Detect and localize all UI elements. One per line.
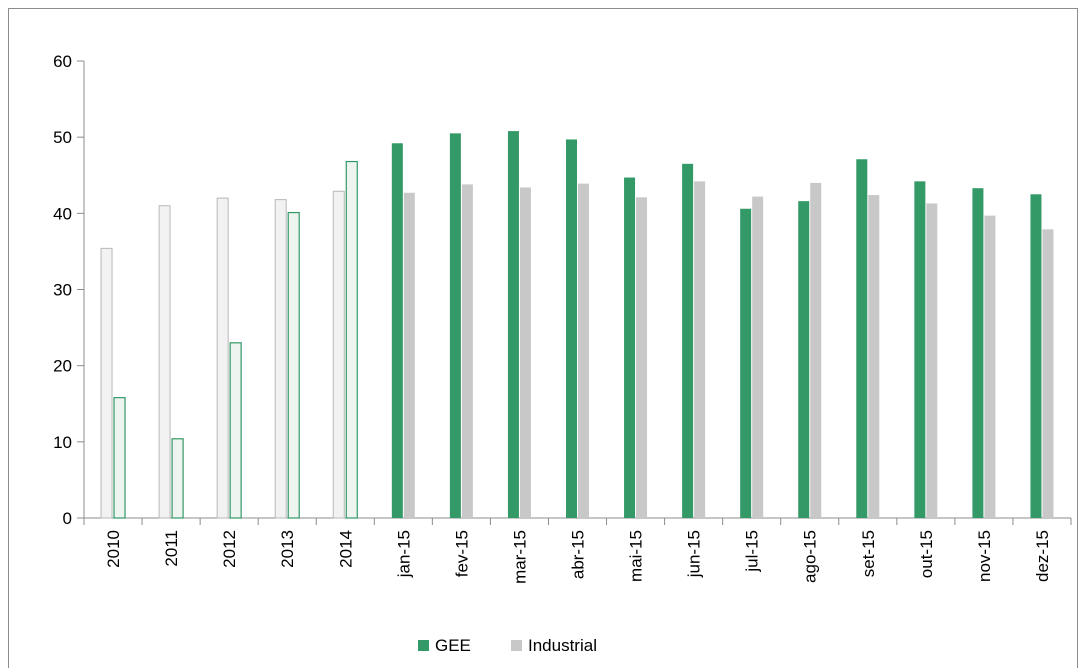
bar-gee xyxy=(345,160,358,519)
legend-swatch-gee xyxy=(418,640,429,651)
bar-industrial xyxy=(752,196,764,518)
x-tick-label: abr-15 xyxy=(569,530,588,579)
x-axis: 2010 2011 2012 2013 2014 jan-15 fev-15 mar-15 ab… xyxy=(83,517,1072,584)
bar-industrial xyxy=(332,190,345,519)
bar-gee xyxy=(507,131,519,518)
x-tick-label: 2011 xyxy=(162,530,181,567)
bar-gee xyxy=(798,201,810,518)
bar-gee xyxy=(449,133,461,518)
bar-industrial xyxy=(274,199,287,519)
chart-frame xyxy=(8,8,1078,668)
legend-label-industrial: Industrial xyxy=(528,636,597,655)
y-tick-label: 40 xyxy=(53,204,72,223)
bar-gee xyxy=(113,397,126,519)
x-tick-label: 2012 xyxy=(220,530,239,568)
legend-swatch-industrial xyxy=(511,640,522,651)
x-tick-label: mai-15 xyxy=(627,530,646,582)
y-axis: 0 10 20 30 40 50 60 xyxy=(53,52,85,528)
bar-gee xyxy=(682,163,694,518)
bar-industrial xyxy=(403,192,415,519)
legend: GEE Industrial xyxy=(418,636,597,655)
bar-gee xyxy=(287,211,300,519)
x-tick-label: 2014 xyxy=(336,530,355,568)
y-tick-label: 30 xyxy=(53,281,72,300)
bar-industrial xyxy=(100,247,113,519)
bar-gee xyxy=(914,181,926,519)
x-tick-label: jun-15 xyxy=(685,530,704,578)
bar-gee xyxy=(972,188,984,518)
x-tick-label: out-15 xyxy=(917,530,936,578)
bar-industrial xyxy=(461,184,473,518)
x-tick-label: dez-15 xyxy=(1033,530,1052,582)
bar-gee xyxy=(566,139,577,518)
bar-industrial xyxy=(926,203,938,518)
bar-industrial xyxy=(694,181,706,519)
y-tick-label: 0 xyxy=(63,509,72,528)
legend-label-gee: GEE xyxy=(435,636,471,655)
bar-industrial xyxy=(636,197,648,519)
bar-gee xyxy=(1030,194,1042,518)
bar-gee xyxy=(229,342,242,519)
bar-industrial xyxy=(984,215,996,518)
bar-industrial xyxy=(158,205,171,519)
x-tick-label: ago-15 xyxy=(801,530,820,583)
bars xyxy=(100,131,1054,519)
bar-industrial xyxy=(810,182,822,518)
x-tick-label: jan-15 xyxy=(394,530,413,578)
x-tick-label: fev-15 xyxy=(452,530,471,577)
bar-gee xyxy=(171,438,184,519)
bar-industrial xyxy=(216,197,229,519)
y-tick-label: 20 xyxy=(53,357,72,376)
bar-industrial xyxy=(578,183,589,518)
bar-gee xyxy=(856,159,868,518)
x-tick-label: 2010 xyxy=(104,530,123,568)
x-tick-label: mar-15 xyxy=(510,530,529,584)
bar-industrial xyxy=(519,187,531,519)
bar-gee xyxy=(391,143,403,518)
bar-gee xyxy=(740,208,752,518)
x-tick-label: nov-15 xyxy=(975,530,994,582)
bar-industrial xyxy=(868,195,880,518)
x-tick-label: jul-15 xyxy=(743,530,762,573)
x-tick-label: 2013 xyxy=(278,530,297,568)
y-tick-label: 50 xyxy=(53,128,72,147)
bar-industrial xyxy=(1042,229,1054,518)
y-tick-label: 10 xyxy=(53,433,72,452)
bar-gee xyxy=(624,177,636,518)
y-tick-label: 60 xyxy=(53,52,72,71)
x-tick-label: set-15 xyxy=(859,530,878,577)
